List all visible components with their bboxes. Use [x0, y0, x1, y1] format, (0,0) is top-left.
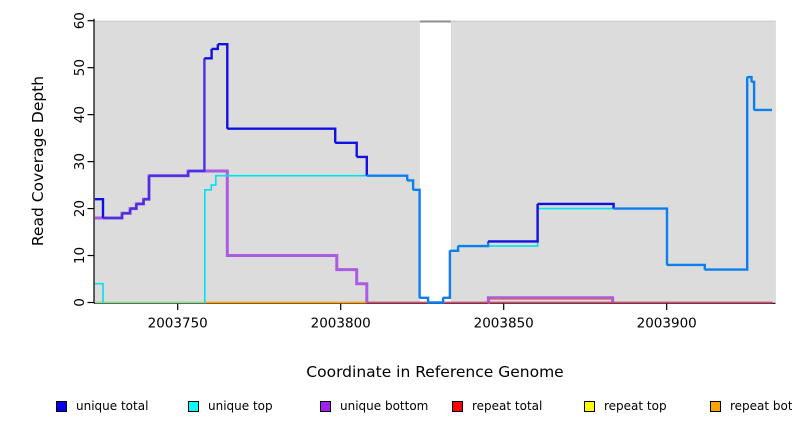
legend-label: repeat top	[604, 399, 667, 413]
series-unique-total	[413, 188, 421, 298]
x-tick-label: 2003900	[637, 316, 697, 332]
x-tick-label: 2003750	[148, 316, 208, 332]
series-unique-total	[122, 208, 132, 215]
series-unique-total	[667, 263, 706, 270]
series-unique-total	[130, 203, 138, 210]
series-unique-total	[217, 43, 229, 129]
y-tick-label: 50	[72, 59, 88, 76]
series-unique-total	[488, 203, 539, 243]
y-tick-label: 30	[72, 153, 88, 170]
plot-background-band	[93, 20, 420, 303]
legend-item-unique-top: unique top	[188, 398, 273, 414]
series-unique-total	[204, 48, 213, 60]
legend-label: repeat bottom	[730, 399, 792, 413]
series-unique-total	[356, 155, 368, 176]
legend-swatch-icon	[710, 400, 721, 412]
series-unique-total	[704, 77, 749, 271]
series-unique-total	[419, 296, 430, 303]
series-unique-total	[143, 175, 151, 201]
y-tick-label: 0	[72, 298, 88, 307]
legend-swatch-icon	[188, 400, 199, 412]
y-tick-label: 10	[72, 247, 88, 264]
legend-label: unique top	[208, 399, 273, 413]
series-unique-total	[335, 141, 358, 157]
y-tick-label: 20	[72, 200, 88, 217]
plot-background-band	[450, 20, 776, 303]
series-unique-total	[94, 198, 105, 218]
y-tick-label: 60	[72, 12, 88, 29]
series-unique-total	[443, 250, 452, 299]
legend-label: unique bottom	[340, 399, 429, 413]
series-unique-total	[366, 174, 409, 181]
legend: unique total unique top unique bottom repea…	[0, 398, 792, 420]
series-unique-total	[458, 241, 490, 248]
legend-swatch-icon	[56, 400, 67, 412]
legend-swatch-icon	[584, 400, 595, 412]
x-tick-label: 2003800	[311, 316, 371, 332]
legend-item-repeat-total: repeat total	[452, 398, 542, 414]
legend-item-unique-total: unique total	[56, 398, 148, 414]
x-tick-label: 2003850	[474, 316, 534, 332]
series-unique-total	[428, 297, 445, 304]
legend-item-repeat-bottom: repeat bottom	[710, 398, 792, 414]
series-unique-total	[747, 75, 753, 82]
series-unique-total	[751, 80, 756, 110]
series-unique-total	[211, 44, 219, 51]
series-unique-total	[149, 171, 190, 177]
series-unique-total	[613, 207, 669, 265]
y-tick-label: 40	[72, 106, 88, 123]
legend-item-repeat-top: repeat top	[584, 398, 667, 414]
legend-item-unique-bottom: unique bottom	[320, 398, 428, 414]
legend-label: repeat total	[472, 399, 543, 413]
series-unique-total	[227, 127, 337, 143]
series-unique-top	[94, 282, 104, 303]
y-axis-title: Read Coverage Depth	[29, 75, 47, 247]
series-unique-total	[537, 202, 615, 209]
x-axis-title: Coordinate in Reference Genome	[306, 363, 564, 381]
legend-swatch-icon	[320, 400, 331, 412]
series-unique-total	[188, 58, 206, 173]
series-unique-total	[136, 199, 145, 206]
series-unique-total	[449, 246, 460, 252]
coverage-plot-canvas: 0 10 20 30 40 50 60 2003750 2003800 2003850 200390…	[72, 12, 776, 332]
series-unique-total	[103, 213, 124, 220]
series-unique-total	[407, 179, 415, 190]
legend-label: unique total	[76, 399, 149, 413]
legend-swatch-icon	[452, 400, 463, 412]
